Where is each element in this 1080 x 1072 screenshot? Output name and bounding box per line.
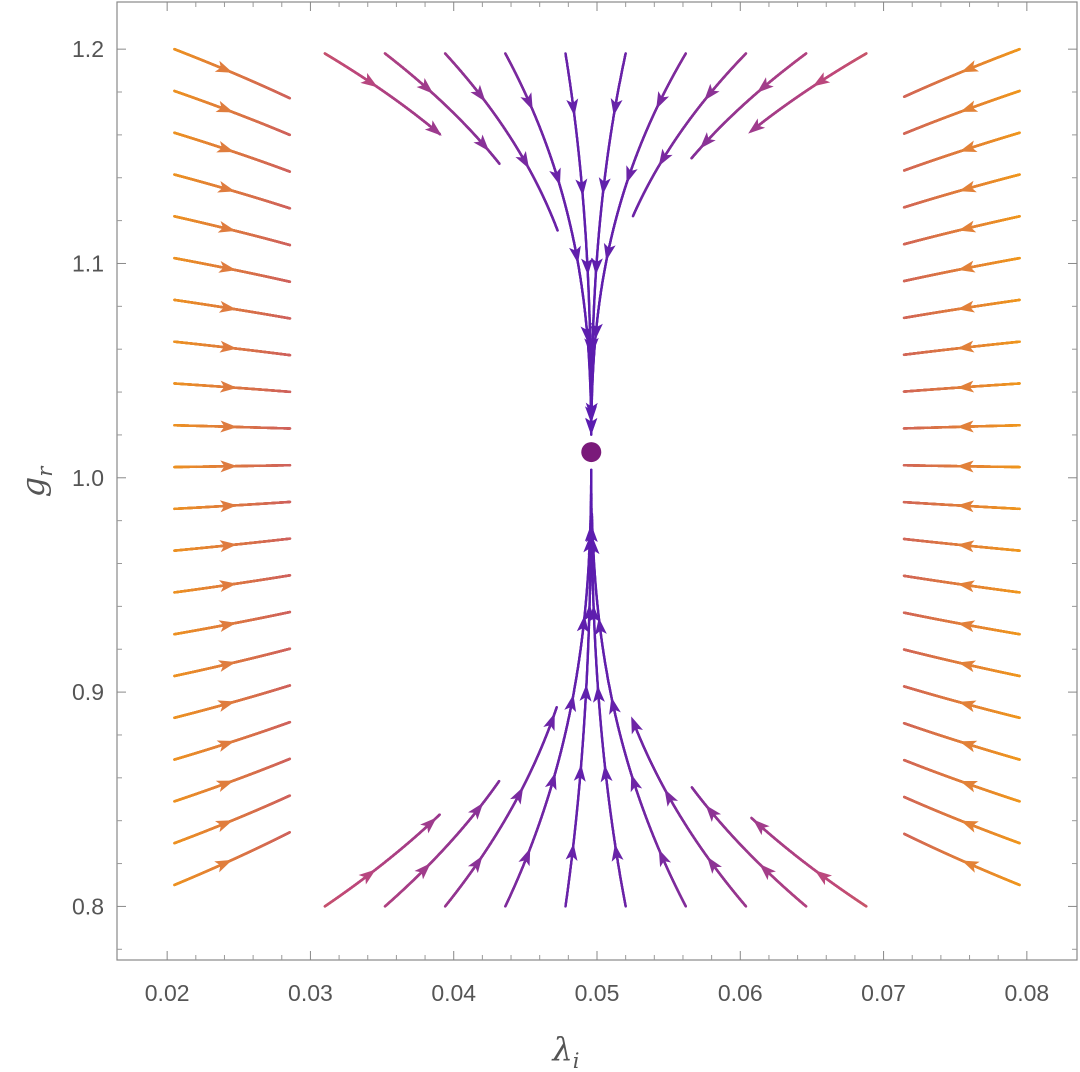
stream-lines [174,49,1019,906]
plot-frame [117,2,1077,960]
axis-ticks [117,2,1077,960]
